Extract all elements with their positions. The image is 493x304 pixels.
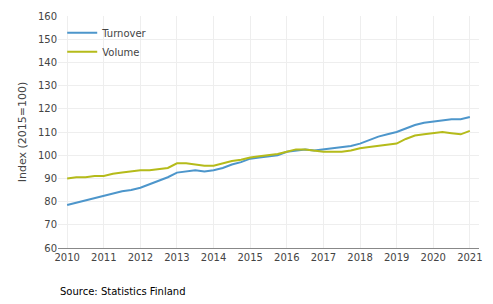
svg-text:80: 80 <box>44 196 57 207</box>
svg-text:2014: 2014 <box>201 252 226 263</box>
svg-text:2013: 2013 <box>164 252 189 263</box>
svg-text:2010: 2010 <box>54 252 79 263</box>
svg-text:160: 160 <box>38 11 57 22</box>
svg-text:140: 140 <box>38 57 57 68</box>
svg-text:130: 130 <box>38 80 57 91</box>
svg-text:Volume: Volume <box>102 47 139 58</box>
svg-text:90: 90 <box>44 173 57 184</box>
svg-text:2020: 2020 <box>421 252 446 263</box>
svg-text:2019: 2019 <box>384 252 409 263</box>
svg-text:Source: Statistics Finland: Source: Statistics Finland <box>60 286 186 297</box>
svg-text:2021: 2021 <box>457 252 482 263</box>
svg-text:100: 100 <box>38 150 57 161</box>
svg-text:2017: 2017 <box>311 252 336 263</box>
svg-text:110: 110 <box>38 127 57 138</box>
svg-text:70: 70 <box>44 219 57 230</box>
svg-text:Index (2015=100): Index (2015=100) <box>16 82 29 183</box>
svg-text:2018: 2018 <box>347 252 372 263</box>
svg-text:2011: 2011 <box>91 252 116 263</box>
svg-text:2015: 2015 <box>237 252 262 263</box>
svg-text:120: 120 <box>38 103 57 114</box>
svg-text:Turnover: Turnover <box>101 28 146 39</box>
svg-text:60: 60 <box>44 243 57 254</box>
svg-text:2012: 2012 <box>128 252 153 263</box>
svg-text:2016: 2016 <box>274 252 299 263</box>
svg-text:150: 150 <box>38 34 57 45</box>
